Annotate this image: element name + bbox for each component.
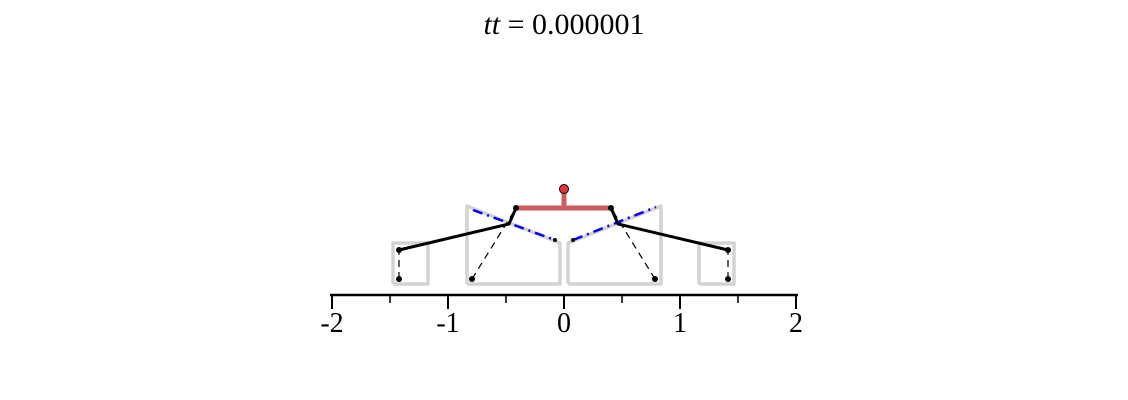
legs [397,206,730,252]
outline-right-small-box [697,241,736,286]
joint-left-outer-top [396,247,402,253]
joint-top-center [559,184,569,194]
dashdot-line-right [572,205,657,242]
joint-left-inner-base [469,276,475,282]
joints [396,184,731,282]
joint-right-outer-base [725,276,731,282]
title-variable: tt [483,8,501,41]
joint-platform-right [608,205,614,211]
support-line-right-inner [610,207,656,280]
plot-title: tt = 0.000001 [0,8,1128,42]
joint-right-outer-top [725,247,731,253]
leg-right [609,206,730,252]
tick-label: 2 [789,308,803,339]
tick-label: -2 [320,308,343,339]
joint-left-outer-base [396,276,402,282]
title-value: 0.000001 [532,8,645,41]
dashdot-lines [472,205,657,242]
outline-shapes [391,204,736,286]
joint-left-dashdot-end [553,238,557,242]
support-lines [398,207,729,280]
tick-label: -1 [436,308,459,339]
tick-label: 0 [557,308,571,339]
joint-right-dashdot-end [571,238,575,242]
tick-label: 1 [673,308,687,339]
title-equals: = [500,8,533,41]
dashdot-line-left [472,208,556,242]
support-line-left-inner [471,207,517,280]
outline-right-center-body [566,204,663,286]
joint-right-inner-base [652,276,658,282]
outline-left-center-body [465,204,562,286]
x-axis-ticks: -2 -1 0 1 2 [320,295,803,339]
leg-left [397,206,518,252]
joint-platform-left [513,205,519,211]
